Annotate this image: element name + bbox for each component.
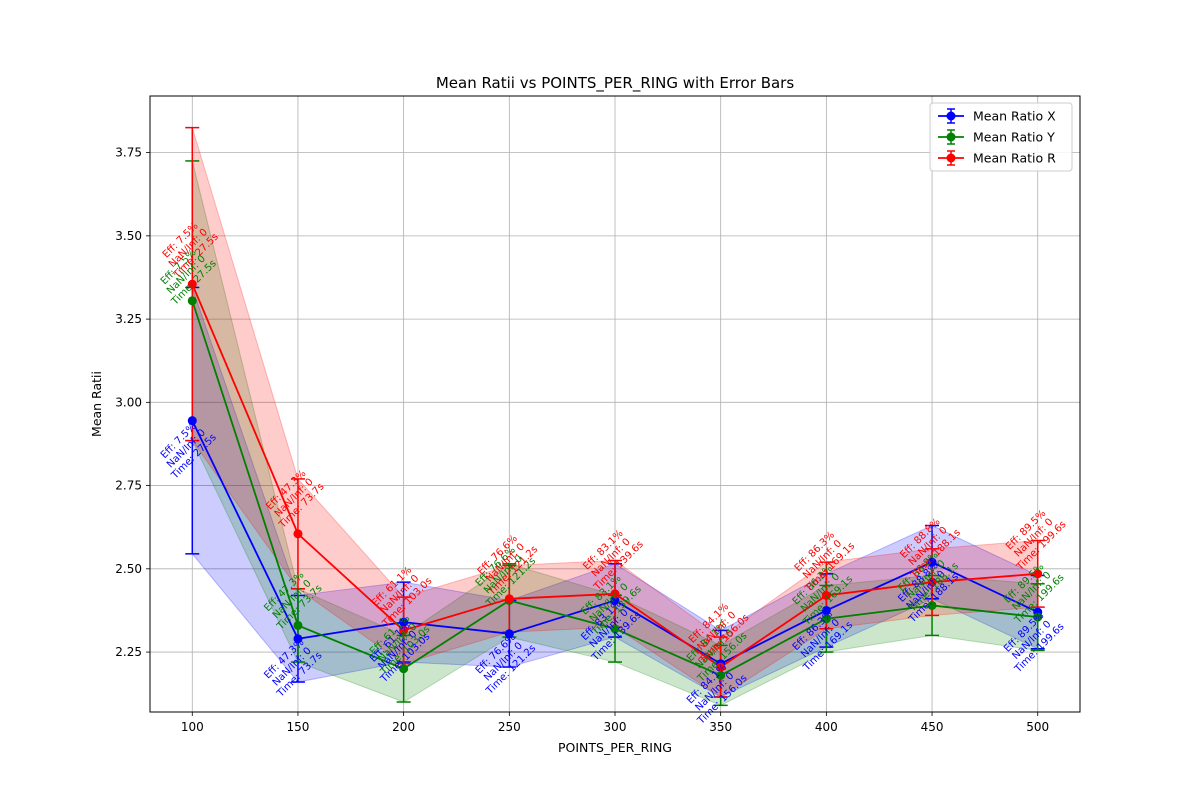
legend-label: Mean Ratio Y — [973, 130, 1055, 145]
x-tick-label: 500 — [1026, 720, 1049, 734]
y-axis-ticks: 2.25 2.50 2.75 3.00 3.25 3.50 3.75 — [115, 146, 150, 659]
legend-item: Mean Ratio R — [938, 150, 1056, 166]
data-point — [1033, 569, 1043, 579]
y-tick-label: 3.00 — [115, 395, 142, 409]
data-point — [927, 600, 937, 610]
x-tick-label: 350 — [709, 720, 732, 734]
legend-item: Mean Ratio X — [938, 108, 1056, 124]
legend-box — [929, 102, 1073, 172]
y-tick-label: 2.25 — [115, 645, 142, 659]
legend-marker — [946, 153, 956, 163]
data-point — [293, 634, 303, 644]
data-point — [610, 595, 620, 605]
y-tick-label: 3.75 — [115, 146, 142, 160]
x-tick-label: 300 — [604, 720, 627, 734]
data-point — [293, 620, 303, 630]
legend-label: Mean Ratio X — [973, 109, 1056, 124]
data-point — [1033, 612, 1043, 622]
data-point — [821, 605, 831, 615]
y-axis-title: Mean Ratii — [89, 371, 104, 437]
x-tick-label: 250 — [498, 720, 521, 734]
data-point — [504, 594, 514, 604]
legend-item: Mean Ratio Y — [938, 129, 1055, 145]
legend-marker — [946, 132, 956, 142]
data-point — [927, 577, 937, 587]
data-point — [821, 590, 831, 600]
y-tick-label: 2.50 — [115, 562, 142, 576]
y-tick-label: 3.25 — [115, 312, 142, 326]
data-point — [927, 557, 937, 567]
x-axis-title: POINTS_PER_RING — [558, 740, 672, 755]
x-tick-label: 450 — [921, 720, 944, 734]
y-tick-label: 2.75 — [115, 479, 142, 493]
point-annotation: Eff: 76.6%NaN/Inf: 0Time: 121.2s — [468, 627, 538, 697]
data-point — [610, 624, 620, 634]
data-point — [716, 662, 726, 672]
x-tick-label: 400 — [815, 720, 838, 734]
data-point — [293, 529, 303, 539]
data-point — [716, 670, 726, 680]
y-tick-label: 3.50 — [115, 229, 142, 243]
series-markers — [187, 279, 1043, 680]
data-point — [610, 589, 620, 599]
data-point — [399, 625, 409, 635]
legend-label: Mean Ratio R — [973, 151, 1056, 166]
legend-marker — [946, 111, 956, 121]
x-axis-ticks: 100 150 200 250 300 350 400 450 500 — [181, 712, 1049, 734]
data-point — [821, 614, 831, 624]
x-tick-label: 150 — [287, 720, 310, 734]
chart-title: Mean Ratii vs POINTS_PER_RING with Error… — [436, 74, 795, 93]
data-point — [399, 617, 409, 627]
data-point — [504, 629, 514, 639]
x-tick-label: 100 — [181, 720, 204, 734]
legend: Mean Ratio X Mean Ratio Y Mean Ratio R — [929, 102, 1073, 172]
data-point — [187, 279, 197, 289]
data-point — [187, 416, 197, 426]
data-point — [187, 296, 197, 306]
x-tick-label: 200 — [392, 720, 415, 734]
data-point — [399, 664, 409, 674]
